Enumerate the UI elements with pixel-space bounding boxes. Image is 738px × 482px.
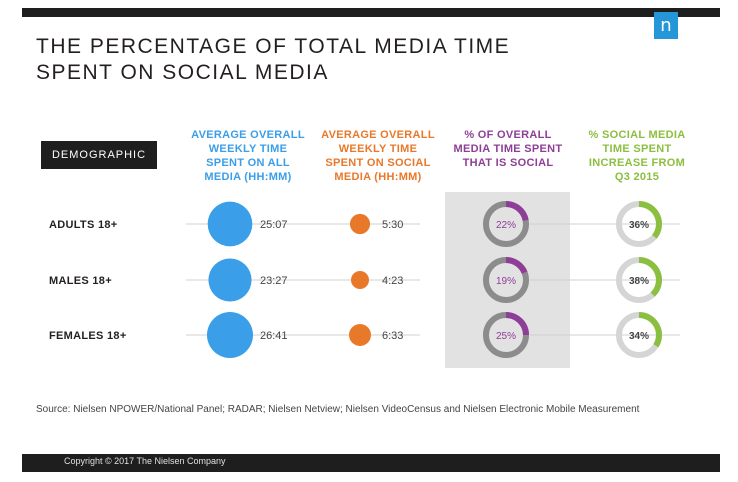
total-time-label: 26:41 <box>260 330 288 342</box>
social-share-arc <box>505 312 529 336</box>
social-time-label: 6:33 <box>382 330 403 342</box>
total-time-label: 25:07 <box>260 219 288 231</box>
column-header-increase: % SOCIAL MEDIA TIME SPENT INCREASE FROM Q3 … <box>572 128 702 184</box>
total-time-dot <box>207 312 253 358</box>
social-time-label: 5:30 <box>382 219 403 231</box>
social-time-dot <box>349 213 371 235</box>
column-header-line: AVERAGE OVERALL <box>321 129 435 141</box>
column-header-line: AVERAGE OVERALL <box>191 129 305 141</box>
column-header-line: WEEKLY TIME <box>208 143 288 155</box>
total-time-label: 23:27 <box>260 275 288 287</box>
title-line-2: SPENT ON SOCIAL MEDIA <box>36 61 329 84</box>
social-share-arc <box>505 201 529 222</box>
row-label: ADULTS 18+ <box>49 219 118 231</box>
increase-arc <box>638 201 662 239</box>
increase-label: 36% <box>629 220 649 231</box>
column-header-line: % SOCIAL MEDIA <box>588 129 686 141</box>
nielsen-logo: n <box>654 12 678 39</box>
increase-arc <box>638 312 662 348</box>
social-time-dot <box>351 271 369 289</box>
column-header-social-time: AVERAGE OVERALL WEEKLY TIME SPENT ON SOCIA… <box>313 128 443 184</box>
social-share-label: 25% <box>496 331 516 342</box>
social-share-arc <box>505 257 528 274</box>
column-header-line: SPENT ON ALL <box>206 157 290 169</box>
column-header-line: THAT IS SOCIAL <box>462 157 554 169</box>
row-label: FEMALES 18+ <box>49 330 127 342</box>
page-title: THE PERCENTAGE OF TOTAL MEDIA TIME SPENT… <box>36 34 596 86</box>
increase-arc <box>638 257 662 297</box>
increase-label: 38% <box>629 276 649 287</box>
total-time-dot <box>208 258 252 302</box>
top-bar <box>22 8 720 17</box>
column-header-line: % OF OVERALL <box>464 129 552 141</box>
demographic-header: DEMOGRAPHIC <box>41 141 157 169</box>
social-time-dot <box>349 324 371 346</box>
column-header-line: WEEKLY TIME <box>338 143 418 155</box>
column-header-line: MEDIA (HH:MM) <box>334 171 422 183</box>
column-header-social-share: % OF OVERALL MEDIA TIME SPENT THAT IS SOCI… <box>443 128 573 170</box>
copyright-text: Copyright © 2017 The Nielsen Company <box>64 456 226 466</box>
title-line-1: THE PERCENTAGE OF TOTAL MEDIA TIME <box>36 35 511 58</box>
source-note: Source: Nielsen NPOWER/National Panel; R… <box>36 404 640 415</box>
column-header-total-time: AVERAGE OVERALL WEEKLY TIME SPENT ON ALL ME… <box>183 128 313 184</box>
column-header-line: Q3 2015 <box>614 171 660 183</box>
column-header-line: MEDIA TIME SPENT <box>453 143 563 155</box>
increase-label: 34% <box>629 331 649 342</box>
social-share-label: 19% <box>496 276 516 287</box>
social-time-label: 4:23 <box>382 275 403 287</box>
column-header-line: TIME SPENT <box>602 143 672 155</box>
row-label: MALES 18+ <box>49 275 112 287</box>
column-header-line: INCREASE FROM <box>588 157 686 169</box>
footer-bar: Copyright © 2017 The Nielsen Company <box>22 454 720 472</box>
column-header-line: SPENT ON SOCIAL <box>325 157 431 169</box>
total-time-dot <box>207 201 253 247</box>
social-share-label: 22% <box>496 220 516 231</box>
column-header-line: MEDIA (HH:MM) <box>204 171 292 183</box>
